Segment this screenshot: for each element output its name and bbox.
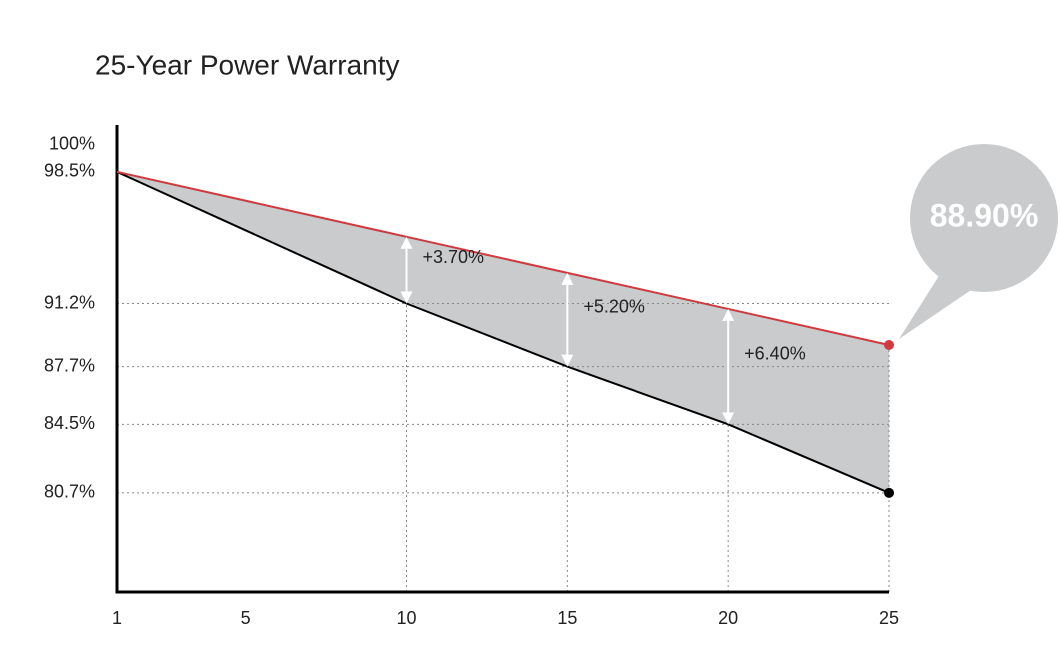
y-tick-label: 91.2%: [44, 292, 95, 312]
x-tick-label: 20: [718, 608, 738, 628]
series-line: [116, 170, 890, 494]
gap-label: +6.40%: [744, 343, 806, 363]
callout-bubble: [910, 144, 1058, 292]
gap-area: [117, 171, 889, 493]
gap-label: +5.20%: [583, 296, 645, 316]
y-tick-label: 84.5%: [44, 413, 95, 433]
y-tick-label: 87.7%: [44, 355, 95, 375]
y-tick-label: 80.7%: [44, 482, 95, 502]
x-tick-label: 1: [112, 608, 122, 628]
x-tick-label: 5: [241, 608, 251, 628]
y-tick-label: 100%: [49, 134, 95, 154]
x-tick-label: 10: [396, 608, 416, 628]
gap-label: +3.70%: [423, 247, 485, 267]
y-tick-label: 98.5%: [44, 161, 95, 181]
x-tick-label: 25: [879, 608, 899, 628]
callout-label: 88.90%: [930, 197, 1039, 233]
chart-title: 25-Year Power Warranty: [95, 49, 400, 80]
end-point: [884, 339, 894, 350]
end-point: [884, 487, 894, 498]
x-tick-label: 15: [557, 608, 577, 628]
